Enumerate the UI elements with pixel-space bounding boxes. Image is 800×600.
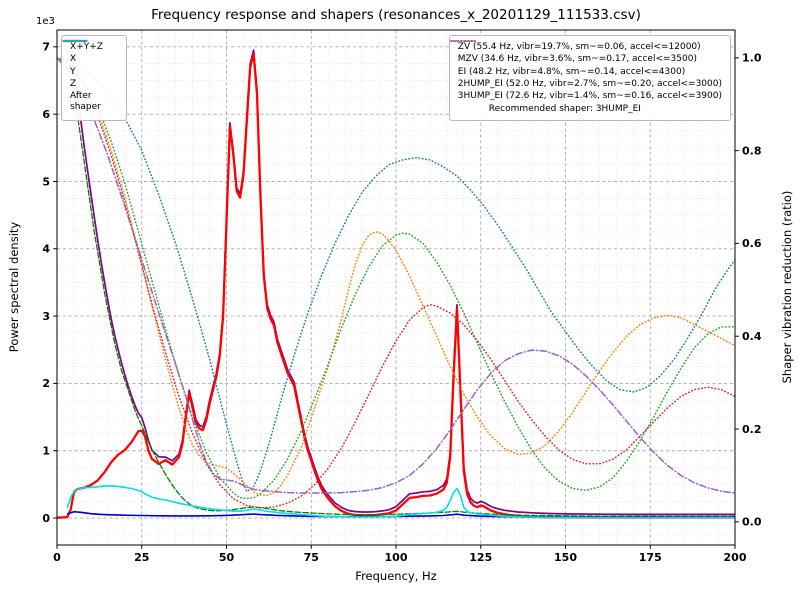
legend-item-after-shaper: After shaper xyxy=(63,40,118,114)
tick-label: 1 xyxy=(42,445,50,458)
legend-label-x: X xyxy=(70,54,77,65)
legend-psd: X+Y+Z X Y Z After shaper xyxy=(61,35,127,121)
axis-ticks: 0 25 50 75 100 125 150 175 200 0 1 2 3 4 5 6 7 0.0 0.2 0.4 0… xyxy=(42,41,761,564)
tick-label: 7 xyxy=(42,41,50,54)
legend-label-after-shaper: After shaper xyxy=(70,91,101,113)
series-line-3hump-ei xyxy=(57,57,735,494)
legend-label-ei: EI (48.2 Hz, vibr=4.8%, sm~=0.14, accel<… xyxy=(457,66,686,77)
tick-label: 5 xyxy=(42,175,50,188)
tick-label: 0 xyxy=(53,551,61,564)
legend-label-mzv: MZV (34.6 Hz, vibr=3.6%, sm~=0.17, accel… xyxy=(457,54,697,65)
tick-label: 75 xyxy=(304,551,319,564)
legend-item-mzv: MZV (34.6 Hz, vibr=3.6%, sm~=0.17, accel… xyxy=(450,40,722,65)
legend-label-y: Y xyxy=(70,66,76,77)
tick-label: 3 xyxy=(42,310,50,323)
y-axis-offset-text: 1e3 xyxy=(36,16,55,27)
recommended-shaper-note: Recommended shaper: 3HUMP_EI xyxy=(488,104,641,115)
legend-label-xyz: X+Y+Z xyxy=(70,42,103,52)
tick-label: 200 xyxy=(724,551,747,564)
tick-label: 6 xyxy=(42,108,50,121)
legend-item-z: Z xyxy=(63,40,118,90)
tick-label: 0.0 xyxy=(742,516,762,529)
series-lines xyxy=(57,49,735,519)
series-line-zv xyxy=(57,57,735,493)
tick-label: 125 xyxy=(469,551,492,564)
legend-item-2hump-ei: 2HUMP_EI (52.0 Hz, vibr=2.7%, sm~=0.20, … xyxy=(450,40,722,90)
y-axis-label-right: Shaper vibration reduction (ratio) xyxy=(780,190,794,384)
tick-label: 100 xyxy=(385,551,408,564)
tick-label: 150 xyxy=(554,551,577,564)
legend-shapers: ZV (55.4 Hz, vibr=19.7%, sm~=0.06, accel… xyxy=(448,35,731,122)
legend-label-zv: ZV (55.4 Hz, vibr=19.7%, sm~=0.06, accel… xyxy=(457,42,701,52)
legend-item-3hump-ei: 3HUMP_EI (72.6 Hz, vibr=1.4%, sm~=0.16, … xyxy=(450,40,722,102)
tick-label: 0 xyxy=(42,512,50,525)
legend-line-sample-after-shaper xyxy=(63,40,87,42)
tick-label: 25 xyxy=(134,551,149,564)
tick-label: 1.0 xyxy=(742,52,762,65)
legend-item-y: Y xyxy=(62,40,118,78)
series-line-y xyxy=(66,73,735,517)
tick-label: 2 xyxy=(42,377,50,390)
series-line-after-shaper xyxy=(66,485,735,519)
chart-title: Frequency response and shapers (resonanc… xyxy=(151,7,641,23)
tick-label: 0.6 xyxy=(742,237,762,250)
legend-item-x: X xyxy=(63,39,118,65)
legend-item-zv: ZV (55.4 Hz, vibr=19.7%, sm~=0.06, accel… xyxy=(450,40,722,53)
series-line-mzv xyxy=(57,57,735,497)
legend-label-2hump-ei: 2HUMP_EI (52.0 Hz, vibr=2.7%, sm~=0.20, … xyxy=(457,78,722,89)
tick-label: 0.2 xyxy=(742,423,762,436)
tick-label: 175 xyxy=(639,551,662,564)
legend-label-3hump-ei: 3HUMP_EI (72.6 Hz, vibr=1.4%, sm~=0.16, … xyxy=(457,91,722,101)
tick-label: 0.4 xyxy=(742,330,762,343)
y-axis-label-left: Power spectral density xyxy=(7,221,21,353)
legend-line-sample-3hump-ei xyxy=(450,40,476,42)
series-line-z xyxy=(66,510,735,518)
tick-label: 50 xyxy=(219,551,235,564)
x-axis-label: Frequency, Hz xyxy=(355,569,437,583)
tick-label: 4 xyxy=(42,243,50,256)
tick-label: 0.8 xyxy=(742,144,762,157)
legend-item-ei: EI (48.2 Hz, vibr=4.8%, sm~=0.14, accel<… xyxy=(450,40,722,78)
legend-label-z: Z xyxy=(70,78,77,89)
